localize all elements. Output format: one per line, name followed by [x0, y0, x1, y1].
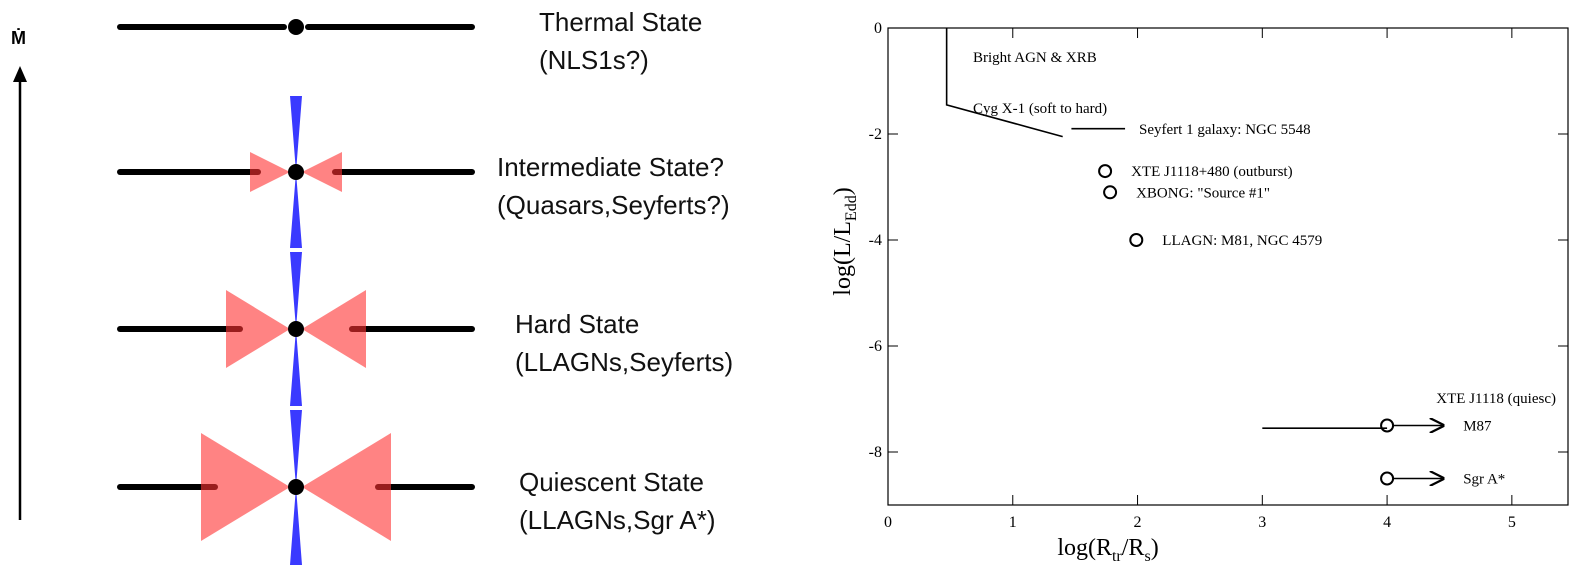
state-name: Thermal State [539, 7, 702, 37]
black-hole [288, 164, 304, 180]
track-label: XTE J1118 (quiesc) [1436, 391, 1556, 407]
point [1380, 471, 1395, 486]
annotation: Bright AGN & XRB [973, 50, 1097, 66]
black-hole [288, 479, 304, 495]
x-tick-label: 5 [1508, 514, 1516, 531]
y-axis-label-part: ) [830, 187, 856, 195]
x-tick-label: 1 [1009, 514, 1017, 531]
state-examples: (Quasars,Seyferts?) [497, 190, 730, 220]
y-axis-label: log(L/LEdd) [830, 187, 860, 295]
point-label: M87 [1463, 419, 1492, 435]
y-axis-label-part: Edd [843, 195, 860, 221]
x-tick-label: 3 [1258, 514, 1266, 531]
state-name: Intermediate State? [497, 152, 724, 182]
y-tick-label: -2 [869, 126, 882, 143]
track-label: Seyfert 1 galaxy: NGC 5548 [1139, 122, 1311, 138]
x-axis-label: log(Rtr/Rs) [1057, 535, 1158, 565]
point [1098, 164, 1113, 179]
x-tick-label: 0 [884, 514, 892, 531]
diagram: Thermal State (NLS1s?) Intermediate State?… [117, 7, 733, 565]
state-name: Hard State [515, 309, 639, 339]
adaf [201, 433, 391, 541]
state-name: Quiescent State [519, 467, 704, 497]
y-axis-label-part: log(L/L [830, 221, 856, 296]
state-examples: (LLAGNs,Sgr A*) [519, 505, 716, 535]
y-tick-label: -6 [869, 338, 882, 355]
chart: 0 1 2 3 4 50-2-4-6-8log(Rtr/Rs)log(L/LEdd)Bri… [830, 20, 1569, 565]
point [1103, 185, 1118, 200]
x-axis-label-part: log(R [1057, 535, 1112, 561]
y-tick-label: -4 [869, 232, 882, 249]
x-axis-label-part: s [1144, 548, 1150, 565]
x-axis-label-part: ) [1151, 535, 1159, 561]
arrow-head [13, 66, 27, 82]
state-examples: (NLS1s?) [539, 45, 649, 75]
black-hole [288, 19, 304, 35]
point [1380, 418, 1395, 433]
black-hole [288, 321, 304, 337]
x-tick-label: 4 [1383, 514, 1391, 531]
point-label: XBONG: "Source #1" [1136, 185, 1270, 201]
track [945, 28, 1063, 138]
x-tick-label: 2 [1134, 514, 1142, 531]
state-examples: (LLAGNs,Seyferts) [515, 347, 733, 377]
axis-label: Ṁ [11, 28, 26, 48]
y-tick-label: 0 [874, 20, 882, 37]
point-label: Sgr A* [1463, 472, 1505, 488]
track-label: Cyg X-1 (soft to hard) [973, 101, 1107, 117]
adaf [226, 290, 366, 368]
point [1129, 233, 1144, 247]
y-tick-label: -8 [869, 444, 882, 461]
plot-frame [887, 27, 1569, 506]
point-label: LLAGN: M81, NGC 4579 [1162, 233, 1322, 249]
point-label: XTE J1118+480 (outburst) [1131, 164, 1293, 180]
x-axis-label-part: tr [1112, 548, 1122, 565]
x-axis-label-part: /R [1122, 535, 1145, 561]
adaf [250, 152, 342, 192]
